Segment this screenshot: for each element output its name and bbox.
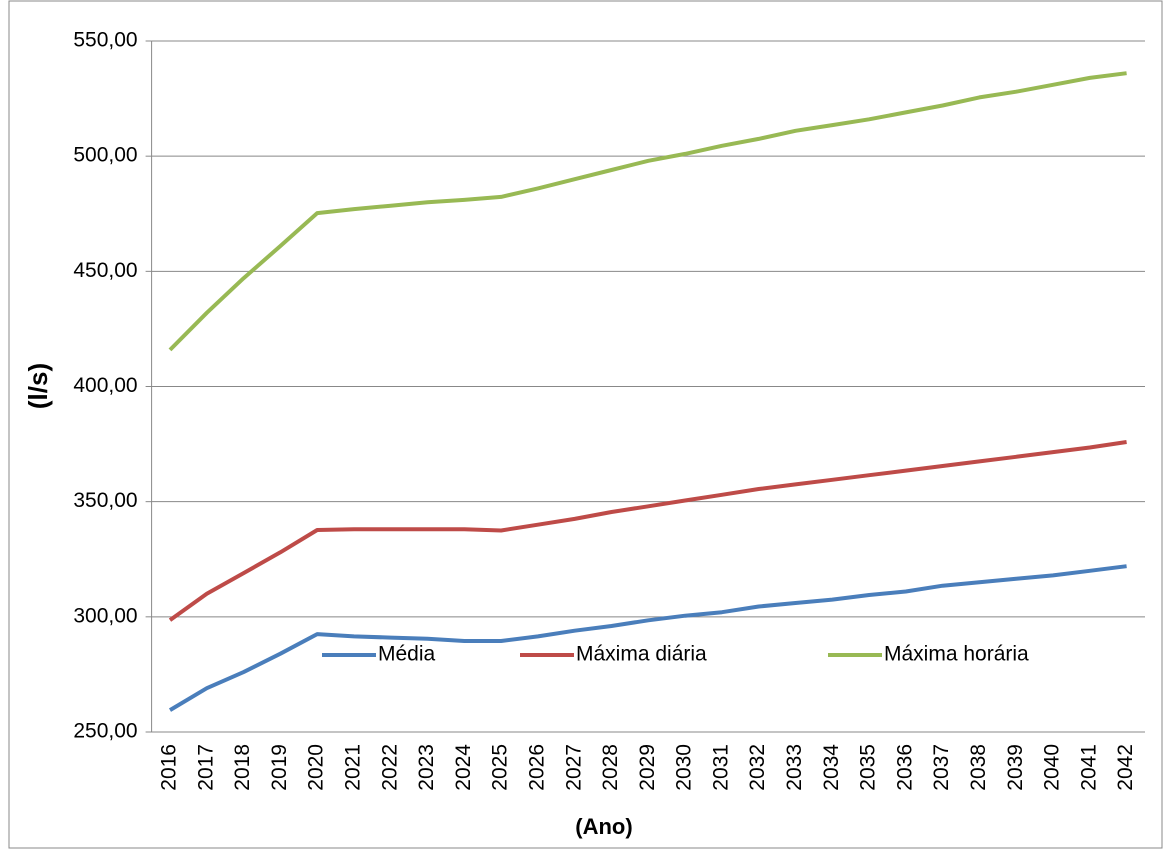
x-tick-label: 2017 <box>194 744 217 791</box>
y-tick-label: 450,00 <box>73 259 137 282</box>
x-tick-label: 2022 <box>378 744 401 791</box>
x-tick-label: 2027 <box>562 744 585 791</box>
line-series <box>168 440 1127 622</box>
y-tick-label: 350,00 <box>73 489 137 512</box>
x-tick-label: 2037 <box>930 744 953 791</box>
legend-label: Máxima horária <box>884 643 1029 666</box>
x-tick-label: 2024 <box>452 744 475 791</box>
y-tick-label: 500,00 <box>73 144 137 167</box>
x-tick-label: 2042 <box>1114 744 1137 791</box>
y-tick-label: 550,00 <box>73 29 137 52</box>
x-tick-label: 2038 <box>967 744 990 791</box>
y-tick-label: 400,00 <box>73 374 137 397</box>
x-tick-label: 2035 <box>857 744 880 791</box>
x-axis-label: (Ano) <box>575 814 632 839</box>
x-tick-label: 2029 <box>636 744 659 791</box>
x-tick-label: 2016 <box>158 744 181 791</box>
line-series <box>168 71 1127 352</box>
x-tick-label: 2030 <box>673 744 696 791</box>
legend-label: Máxima diária <box>576 643 707 666</box>
x-tick-label: 2019 <box>268 744 291 791</box>
y-tick-label: 250,00 <box>73 720 137 743</box>
legend-label: Média <box>378 643 436 666</box>
x-tick-label: 2026 <box>525 744 548 791</box>
x-tick-label: 2021 <box>342 744 365 791</box>
x-tick-label: 2025 <box>489 744 512 791</box>
x-tick-label: 2040 <box>1041 744 1064 791</box>
x-tick-label: 2033 <box>783 744 806 791</box>
x-tick-label: 2039 <box>1004 744 1027 791</box>
chart-frame <box>8 0 1163 849</box>
x-tick-label: 2032 <box>746 744 769 791</box>
y-axis-label: (l/s) <box>23 363 53 409</box>
x-tick-label: 2041 <box>1077 744 1100 791</box>
x-tick-label: 2036 <box>893 744 916 791</box>
x-tick-label: 2020 <box>305 744 328 791</box>
x-tick-label: 2028 <box>599 744 622 791</box>
x-tick-label: 2018 <box>231 744 254 791</box>
x-tick-label: 2023 <box>415 744 438 791</box>
y-tick-label: 300,00 <box>73 604 137 627</box>
x-tick-label: 2034 <box>820 744 843 791</box>
x-tick-label: 2031 <box>709 744 732 791</box>
line-series <box>168 564 1127 712</box>
